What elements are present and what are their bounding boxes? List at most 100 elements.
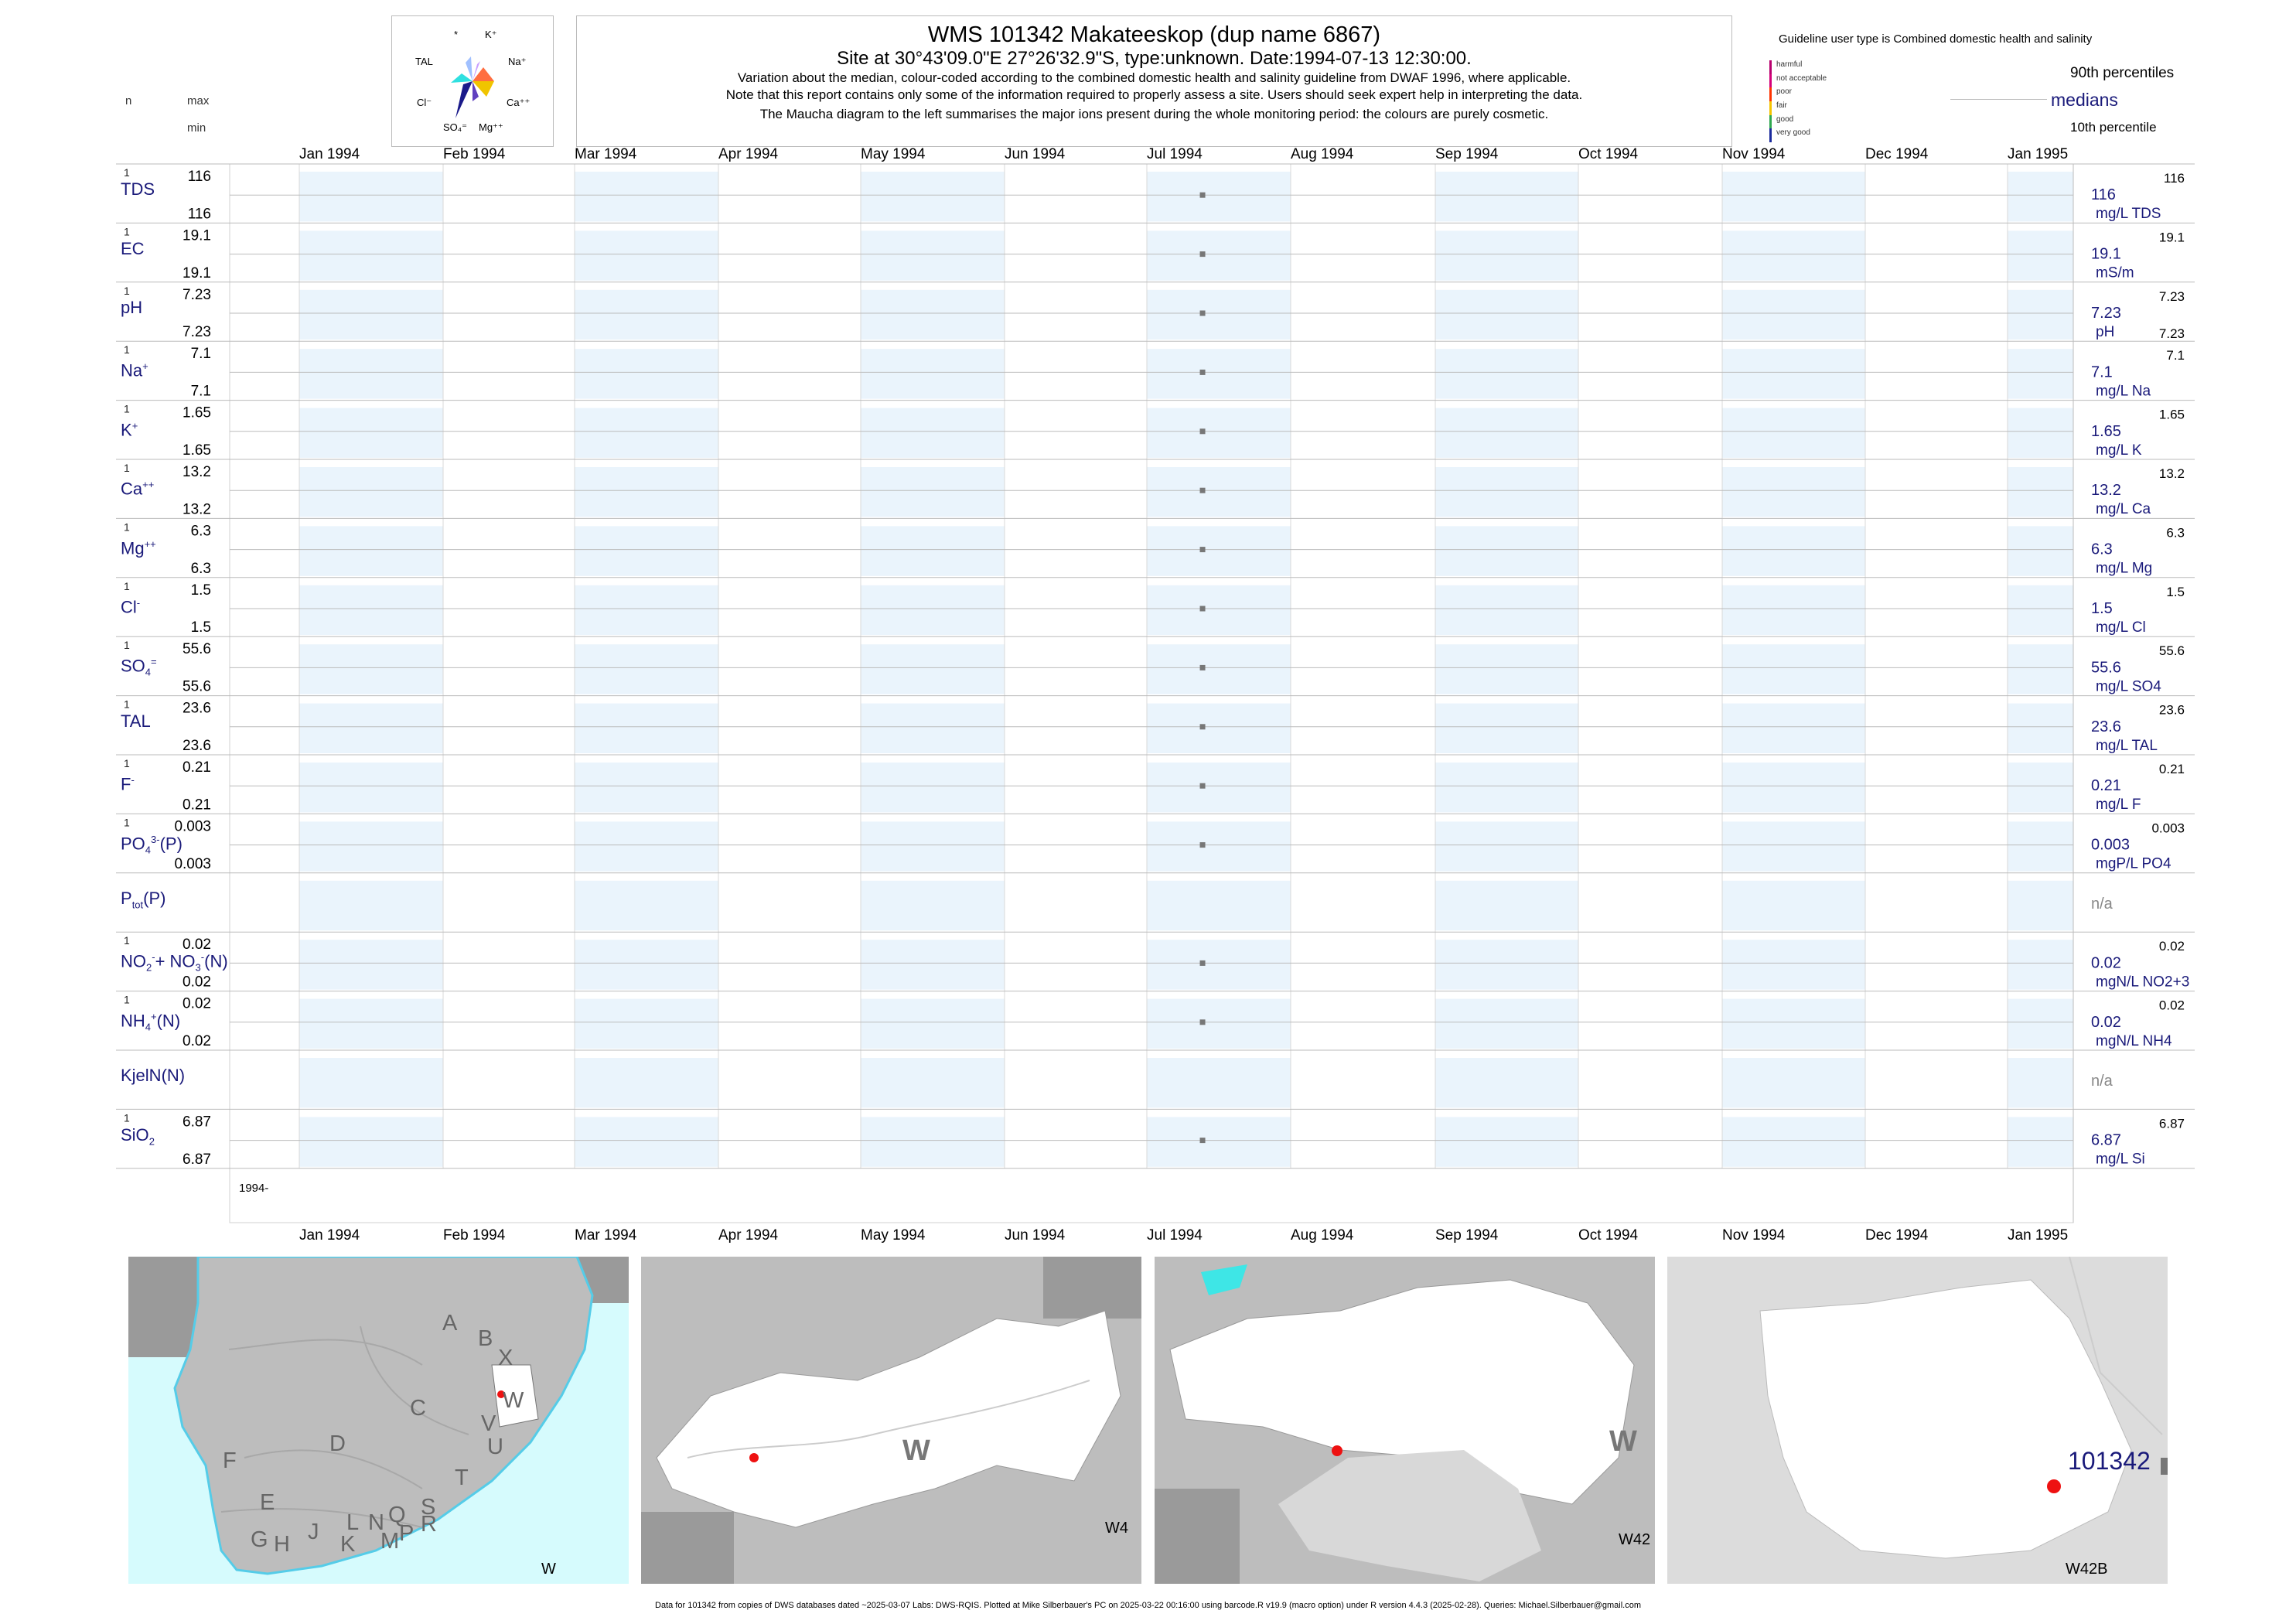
row-median: 23.6 <box>2091 718 2121 735</box>
parameter-label: Ca++ <box>121 479 154 498</box>
legend-level-label: very good <box>1776 128 1810 138</box>
x-start-label: 1994- <box>239 1182 268 1195</box>
row-n: 1 <box>124 343 130 356</box>
month-band <box>1147 940 1291 990</box>
maucha-segment-so4 <box>455 81 473 118</box>
month-band <box>575 289 718 340</box>
row-median: 6.3 <box>2091 541 2113 558</box>
catchment-letter: D <box>329 1431 346 1456</box>
legend-level-label: harmful <box>1776 60 1803 69</box>
month-tick-label-top: Jan 1994 <box>299 146 360 162</box>
month-tick-label-bottom: Sep 1994 <box>1435 1227 1499 1244</box>
row-median: n/a <box>2091 896 2113 913</box>
row-p90: 1.65 <box>2159 408 2185 422</box>
catchment-letter: X <box>498 1346 513 1370</box>
row-unit: mg/L Cl <box>2096 619 2146 636</box>
row-n: 1 <box>124 639 130 651</box>
month-band <box>861 172 1005 222</box>
row-median: 0.02 <box>2091 1014 2121 1031</box>
row-median: 1.5 <box>2091 600 2113 617</box>
month-band <box>575 467 718 517</box>
parameter-label: pH <box>121 298 142 317</box>
month-band <box>1435 940 1578 990</box>
data-point <box>1199 1019 1206 1025</box>
parameter-label: SiO2 <box>121 1125 155 1147</box>
row-max: 0.21 <box>183 759 211 776</box>
month-band <box>1435 644 1578 694</box>
month-band <box>2008 230 2073 281</box>
col-header-max: max <box>187 94 210 107</box>
row-max: 13.2 <box>183 464 211 480</box>
legend-level-label: not acceptable <box>1776 73 1827 83</box>
month-tick-label-bottom: Apr 1994 <box>718 1227 779 1244</box>
row-max: 6.87 <box>183 1114 211 1130</box>
legend-medians: medians <box>2051 90 2118 110</box>
month-band <box>299 940 443 990</box>
catchment-letter: F <box>223 1448 237 1473</box>
data-point <box>1199 842 1206 848</box>
month-band <box>2008 349 2073 399</box>
month-band <box>2008 467 2073 517</box>
month-band <box>2008 763 2073 813</box>
catchment-letter: C <box>410 1396 426 1421</box>
parameter-label: Cl- <box>121 597 140 616</box>
maucha-svg: * K⁺ TAL Na⁺ Cl⁻ Ca⁺⁺ SO₄⁼ Mg⁺⁺ <box>415 29 530 133</box>
month-tick-label-bottom: Jan 1994 <box>299 1227 360 1244</box>
catchment-letter: G <box>251 1527 268 1552</box>
month-band <box>1722 172 1865 222</box>
row-n: 1 <box>124 403 130 415</box>
month-band <box>2008 703 2073 753</box>
row-median: n/a <box>2091 1073 2113 1090</box>
month-tick-label-top: Jan 1995 <box>2008 146 2068 162</box>
month-band <box>575 703 718 753</box>
month-band <box>575 585 718 636</box>
catchment-letter: V <box>481 1411 496 1436</box>
month-band <box>1435 703 1578 753</box>
month-band <box>1722 940 1865 990</box>
month-band <box>2008 880 2073 931</box>
month-band <box>1147 644 1291 694</box>
report-subtitle: Site at 30°43'09.0"E 27°26'32.9"S, type:… <box>837 48 1472 69</box>
month-band <box>861 408 1005 458</box>
month-band <box>1435 289 1578 340</box>
data-point <box>1199 724 1206 730</box>
maucha-label-cl: Cl⁻ <box>417 97 432 108</box>
maucha-segment-na <box>473 67 494 81</box>
row-p10: 7.23 <box>2159 326 2185 341</box>
row-unit: mg/L TDS <box>2096 206 2161 222</box>
month-band <box>1147 526 1291 576</box>
month-band <box>299 763 443 813</box>
row-n: 1 <box>124 166 130 179</box>
month-band <box>299 467 443 517</box>
row-max: 0.02 <box>183 937 211 953</box>
row-min: 0.003 <box>174 856 211 872</box>
row-median: 7.1 <box>2091 363 2113 380</box>
month-band <box>1147 585 1291 636</box>
month-band <box>2008 644 2073 694</box>
map2-letter: W <box>902 1435 930 1467</box>
row-max: 23.6 <box>183 701 211 717</box>
month-band <box>1147 349 1291 399</box>
row-p90: 0.02 <box>2159 998 2185 1013</box>
month-band <box>2008 526 2073 576</box>
row-unit: mS/m <box>2096 265 2134 281</box>
catchment-letter: S <box>421 1495 436 1520</box>
row-unit: mg/L Mg <box>2096 561 2152 577</box>
maucha-label-k: K⁺ <box>485 29 497 40</box>
month-band <box>1147 1058 1291 1108</box>
month-band <box>299 703 443 753</box>
month-band <box>575 880 718 931</box>
month-band <box>299 821 443 872</box>
guideline-legend: harmful not acceptable poor fair good very go… <box>1769 60 1862 142</box>
month-tick-label-bottom: Dec 1994 <box>1865 1227 1929 1244</box>
maucha-segment-mg <box>473 81 479 101</box>
footer-note: Data for 101342 from copies of DWS datab… <box>655 1601 1641 1610</box>
legend-swatch <box>1769 60 1772 74</box>
month-band <box>1435 230 1578 281</box>
row-p90: 7.23 <box>2159 289 2185 304</box>
month-band <box>1147 1117 1291 1167</box>
row-min: 0.02 <box>183 974 211 991</box>
month-band <box>575 998 718 1049</box>
data-point <box>1199 547 1206 553</box>
month-band <box>861 526 1005 576</box>
